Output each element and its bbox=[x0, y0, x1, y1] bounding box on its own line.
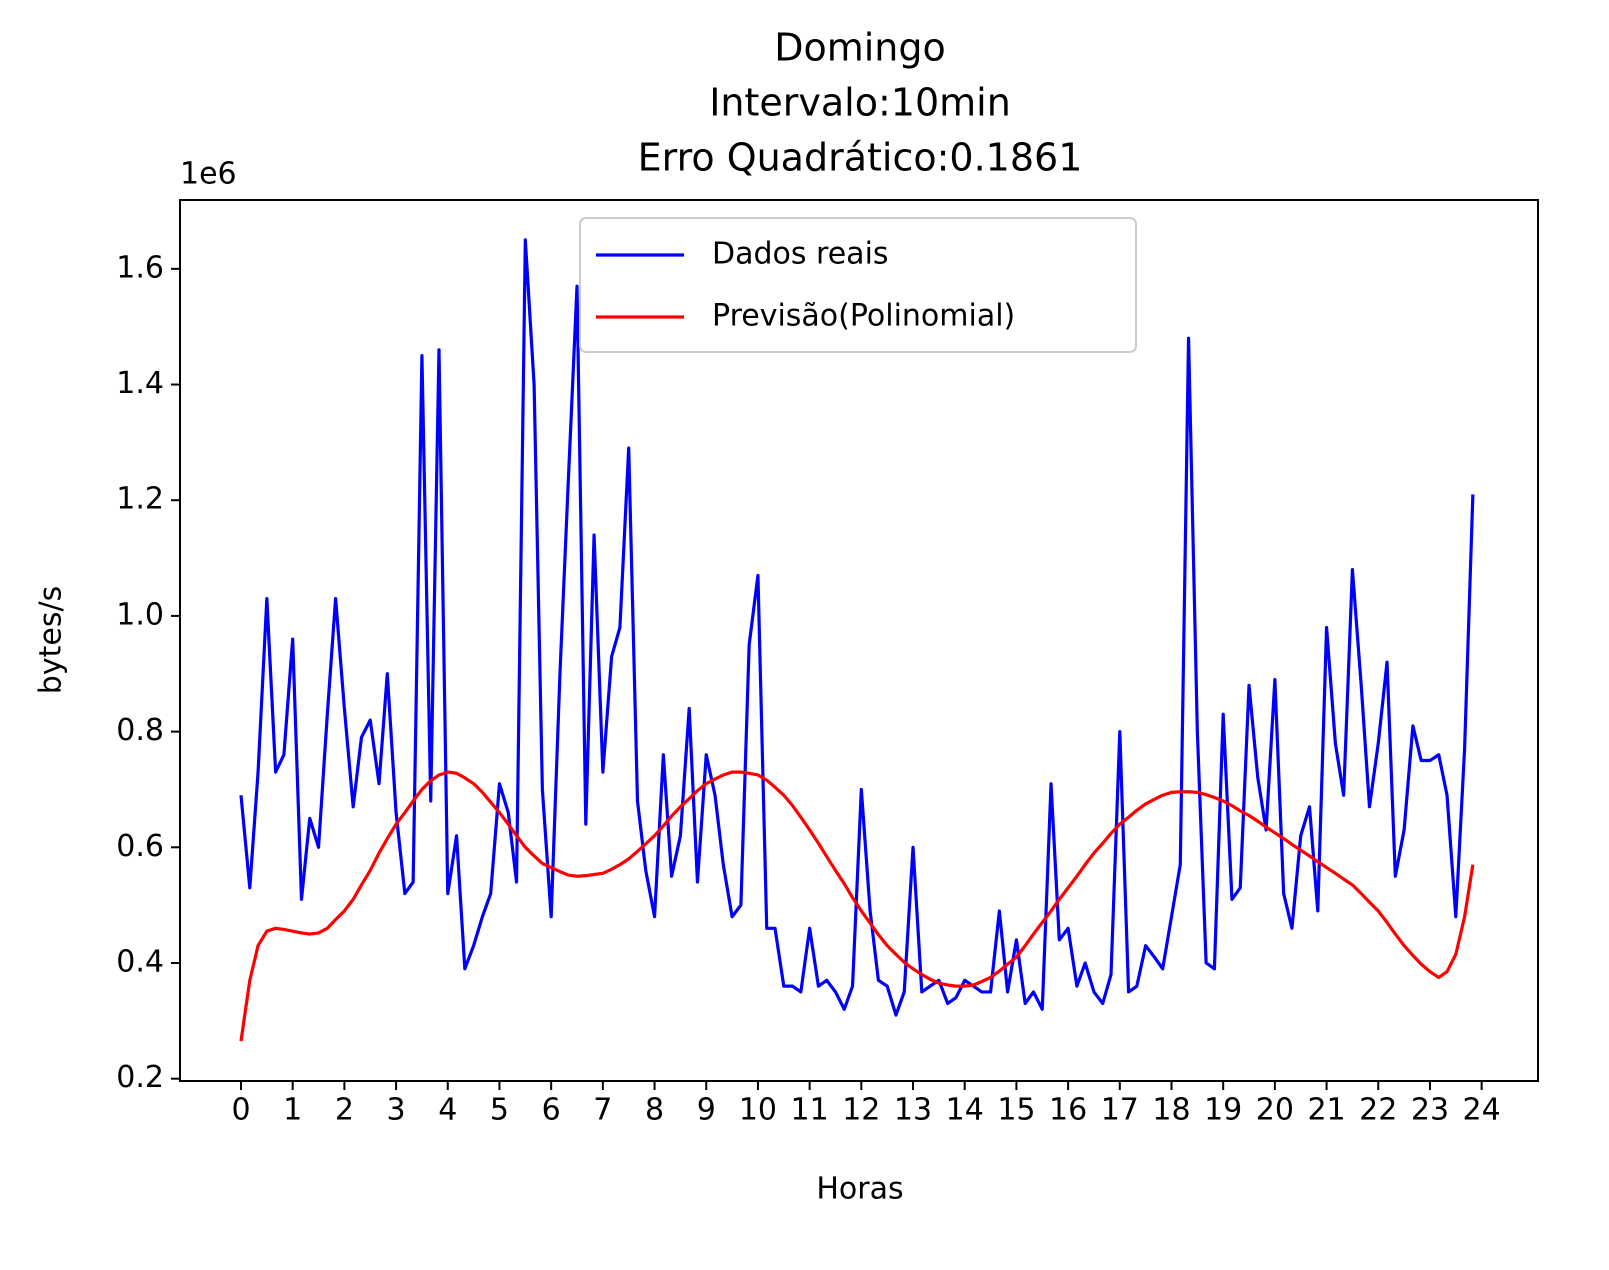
x-tick-label: 19 bbox=[1204, 1093, 1242, 1128]
y-offset-label: 1e6 bbox=[180, 157, 237, 192]
x-tick-label: 15 bbox=[997, 1093, 1035, 1128]
x-tick-label: 17 bbox=[1101, 1093, 1139, 1128]
plot-frame bbox=[179, 199, 1539, 1082]
x-tick-label: 2 bbox=[335, 1093, 354, 1128]
x-tick-label: 11 bbox=[791, 1093, 829, 1128]
x-tick-label: 22 bbox=[1359, 1093, 1397, 1128]
x-tick-label: 9 bbox=[697, 1093, 716, 1128]
y-axis-label: bytes/s bbox=[34, 586, 69, 694]
y-tick-label: 0.6 bbox=[116, 829, 164, 864]
x-tick-label: 5 bbox=[490, 1093, 509, 1128]
y-tick-label: 1.6 bbox=[116, 250, 164, 285]
data-line bbox=[239, 770, 1475, 1042]
x-axis-label: Horas bbox=[816, 1172, 903, 1207]
data-line bbox=[239, 238, 1475, 1017]
y-tick-label: 0.4 bbox=[116, 944, 164, 979]
y-tick-label: 1.0 bbox=[116, 597, 164, 632]
chart-title: Domingo bbox=[774, 26, 946, 70]
x-tick-label: 18 bbox=[1152, 1093, 1190, 1128]
x-tick-label: 21 bbox=[1307, 1093, 1345, 1128]
x-tick-label: 13 bbox=[894, 1093, 932, 1128]
x-tick-label: 23 bbox=[1411, 1093, 1449, 1128]
y-tick-label: 1.4 bbox=[116, 366, 164, 401]
x-tick-label: 16 bbox=[1049, 1093, 1087, 1128]
x-tick-label: 3 bbox=[387, 1093, 406, 1128]
x-tick-label: 8 bbox=[645, 1093, 664, 1128]
legend-box bbox=[579, 217, 1137, 353]
y-tick-label: 0.2 bbox=[116, 1060, 164, 1095]
legend: Dados reais Previsão(Polinomial) bbox=[579, 217, 1137, 353]
y-tick-label: 1.2 bbox=[116, 482, 164, 517]
x-tick-label: 1 bbox=[283, 1093, 302, 1128]
x-tick-label: 6 bbox=[542, 1093, 561, 1128]
chart-subtitle: Erro Quadrático:0.1861 bbox=[638, 136, 1083, 180]
x-tick-label: 14 bbox=[946, 1093, 984, 1128]
x-tick-label: 12 bbox=[842, 1093, 880, 1128]
x-tick-label: 7 bbox=[593, 1093, 612, 1128]
x-tick-label: 20 bbox=[1256, 1093, 1294, 1128]
x-tick-label: 0 bbox=[231, 1093, 250, 1128]
y-tick-label: 0.8 bbox=[116, 713, 164, 748]
legend-label: Previsão(Polinomial) bbox=[712, 299, 1015, 334]
x-tick-label: 24 bbox=[1463, 1093, 1501, 1128]
x-tick-label: 4 bbox=[438, 1093, 457, 1128]
legend-label: Dados reais bbox=[712, 237, 889, 272]
x-tick-label: 10 bbox=[739, 1093, 777, 1128]
chart-subtitle: Intervalo:10min bbox=[709, 81, 1011, 125]
